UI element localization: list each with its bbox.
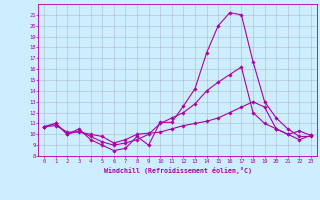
X-axis label: Windchill (Refroidissement éolien,°C): Windchill (Refroidissement éolien,°C) [104, 167, 252, 174]
